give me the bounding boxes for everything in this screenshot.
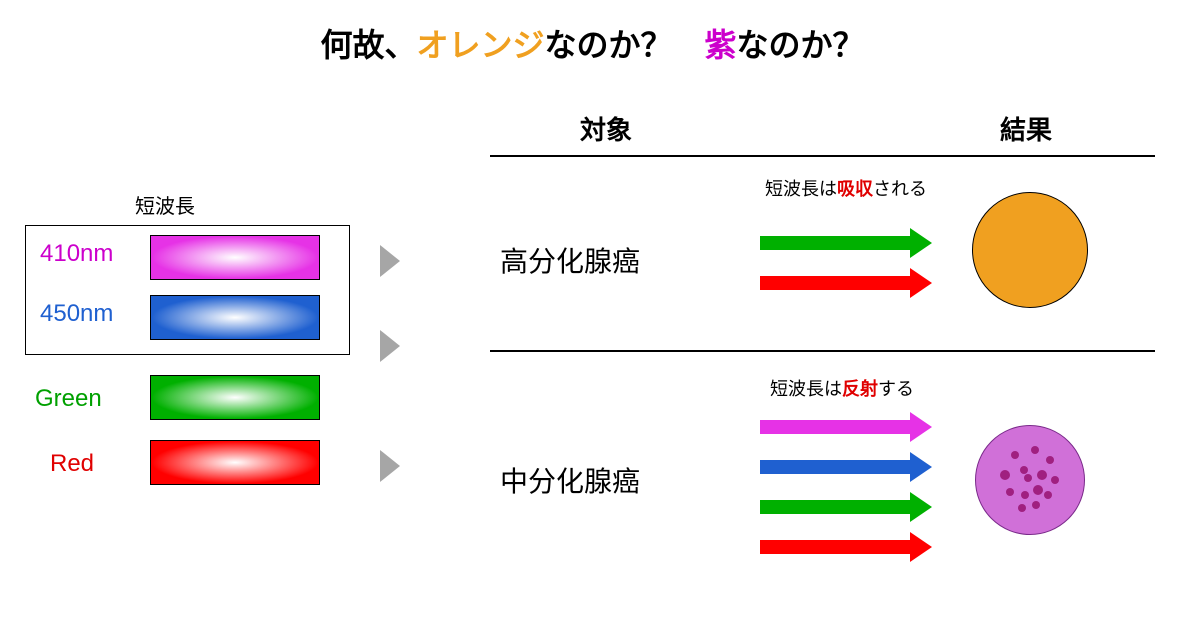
arrow-head: [910, 268, 932, 298]
arrow-right-icon: [760, 412, 932, 443]
row-note: 短波長は吸収される: [765, 175, 927, 201]
wavelength-swatch: [150, 440, 320, 485]
chevron-right-icon: [380, 450, 400, 482]
chevron-right-icon: [380, 245, 400, 277]
arrow-head: [910, 452, 932, 482]
arrow-right-icon: [760, 452, 932, 483]
title-segment: 何故、: [320, 27, 416, 63]
arrow-right-icon: [760, 532, 932, 563]
note-segment: される: [873, 179, 927, 199]
wavelength-swatch: [150, 295, 320, 340]
arrow-right-icon: [760, 492, 932, 523]
arrow-right-icon: [760, 228, 932, 259]
column-header-target: 対象: [580, 110, 632, 147]
arrow-shaft: [760, 460, 910, 474]
wavelength-label: 410nm: [40, 240, 113, 268]
row-label: 中分化腺癌: [500, 460, 640, 500]
circle-dot: [1046, 456, 1054, 464]
swatch-gradient: [151, 236, 319, 279]
swatch-gradient: [151, 441, 319, 484]
arrow-shaft: [760, 420, 910, 434]
title: 何故、オレンジなのか？ 紫なのか？: [0, 20, 1185, 66]
circle-dot: [1044, 491, 1052, 499]
note-segment: 反射: [842, 379, 878, 399]
row-label: 高分化腺癌: [500, 240, 640, 280]
arrow-shaft: [760, 500, 910, 514]
arrow-head: [910, 412, 932, 442]
arrow-head: [910, 228, 932, 258]
arrow-head: [910, 532, 932, 562]
arrow-shaft: [760, 276, 910, 290]
note-segment: 短波長は: [765, 179, 837, 199]
note-segment: 吸収: [837, 179, 873, 199]
note-segment: 短波長は: [770, 379, 842, 399]
circle-dot: [1024, 474, 1032, 482]
wavelength-label: Red: [50, 450, 94, 478]
column-header-result: 結果: [1000, 110, 1052, 147]
circle-dot: [1000, 470, 1010, 480]
circle-dot: [1011, 451, 1019, 459]
row-note: 短波長は反射する: [770, 375, 914, 401]
chevron-right-icon: [380, 330, 400, 362]
title-segment: オレンジ: [416, 27, 544, 63]
arrow-shaft: [760, 540, 910, 554]
title-segment: 紫: [705, 27, 737, 63]
result-circle: [972, 192, 1088, 308]
wavelength-swatch: [150, 375, 320, 420]
circle-dot: [1021, 491, 1029, 499]
circle-dot: [1018, 504, 1026, 512]
title-segment: なのか？: [737, 27, 865, 63]
wavelength-label: Green: [35, 385, 102, 413]
swatch-gradient: [151, 376, 319, 419]
circle-dot: [1037, 470, 1047, 480]
circle-dot: [1006, 488, 1014, 496]
short-wavelength-label: 短波長: [135, 190, 195, 219]
circle-dot: [1051, 476, 1059, 484]
circle-dot: [1020, 466, 1028, 474]
title-segment: なのか？: [544, 27, 704, 63]
arrow-right-icon: [760, 268, 932, 299]
circle-dot: [1031, 446, 1039, 454]
wavelength-swatch: [150, 235, 320, 280]
note-segment: する: [878, 379, 914, 399]
divider-line: [490, 155, 1155, 157]
divider-line: [490, 350, 1155, 352]
circle-dot: [1032, 501, 1040, 509]
swatch-gradient: [151, 296, 319, 339]
wavelength-label: 450nm: [40, 300, 113, 328]
arrow-shaft: [760, 236, 910, 250]
circle-dot: [1033, 485, 1043, 495]
arrow-head: [910, 492, 932, 522]
